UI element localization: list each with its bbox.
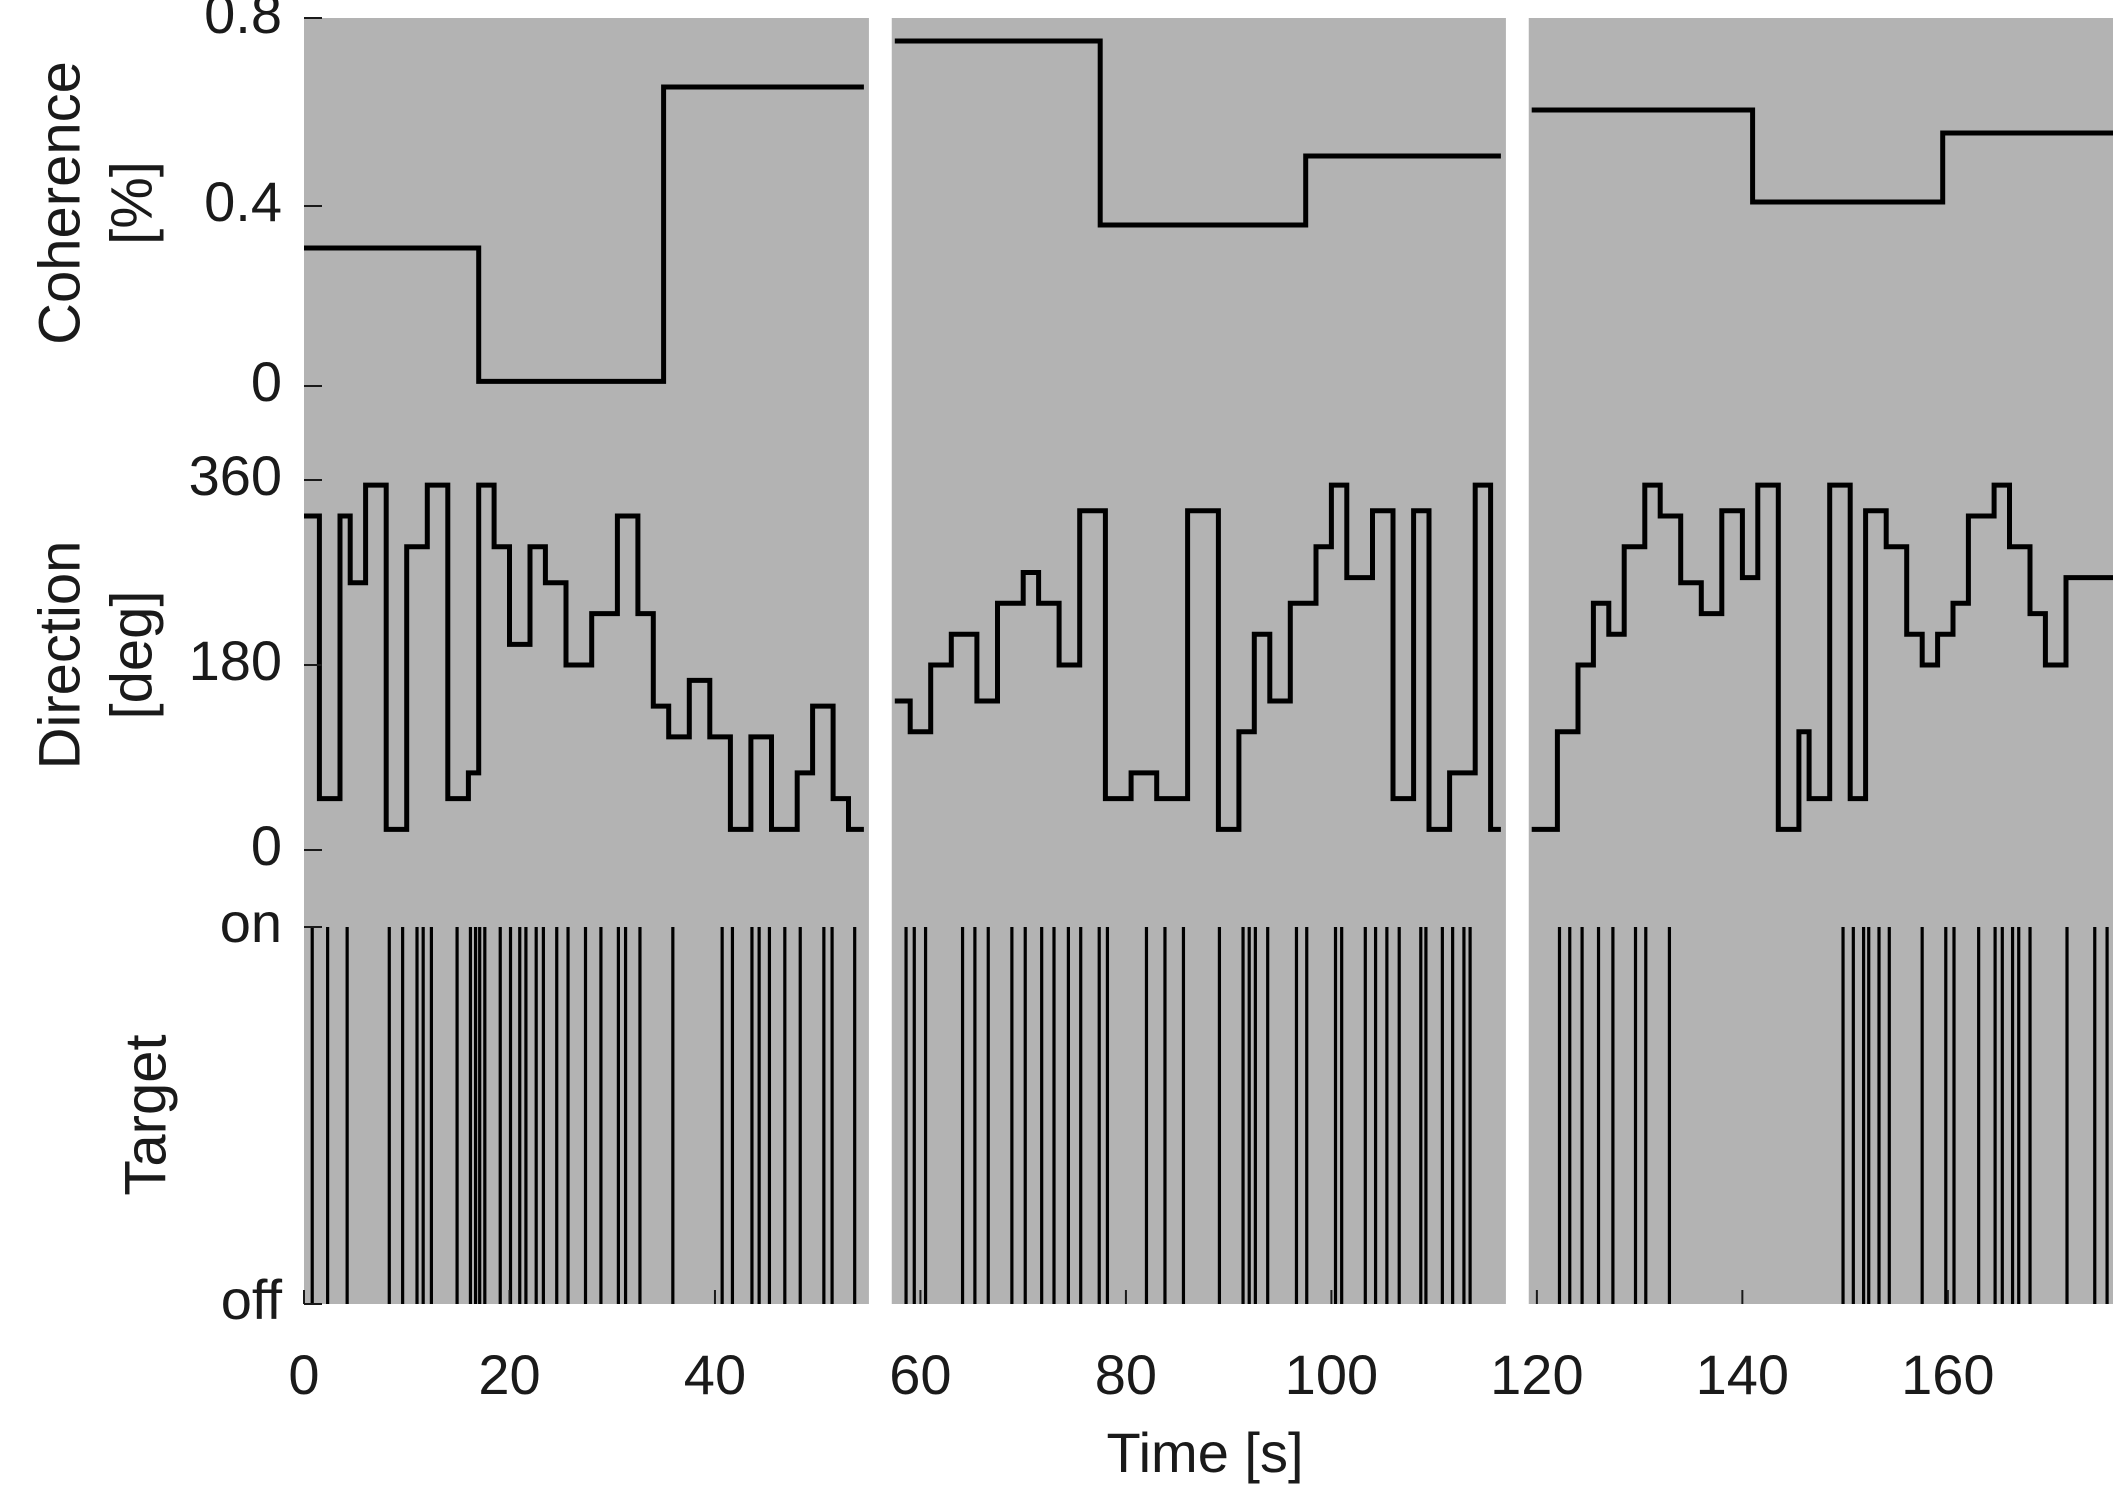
direction-series-block-3 <box>1531 482 2113 832</box>
coherence-series-block-2 <box>894 38 1501 228</box>
plot-background <box>304 18 2113 1304</box>
target-y-axis-title: Target <box>113 1034 178 1195</box>
coherence-series-block-1 <box>304 84 864 384</box>
axes-layer <box>303 17 1949 1305</box>
x-tick-label: 20 <box>478 1343 540 1406</box>
coherence-y-tick-label: 0.8 <box>204 0 282 45</box>
direction-y-tick-label: 0 <box>251 814 282 877</box>
direction-y-axis-title: [deg] <box>99 591 164 720</box>
coherence-series-block-3 <box>1531 107 2113 205</box>
gap-layer <box>868 16 1529 1306</box>
labels-layer: Time [s] 0 0.4 0.8 0 180 360 off on 0 20 40 60 80 100… <box>27 0 1994 1484</box>
direction-y-axis-title: Direction <box>27 541 92 770</box>
coherence-y-tick-label: 0 <box>251 350 282 413</box>
x-tick-label: 160 <box>1901 1343 1994 1406</box>
block-gap <box>1505 16 1529 1306</box>
x-tick-label: 40 <box>684 1343 746 1406</box>
target-y-tick-label: on <box>220 891 282 954</box>
coherence-y-tick-label: 0.4 <box>204 170 282 233</box>
x-tick-label: 120 <box>1490 1343 1583 1406</box>
x-tick-label: 0 <box>288 1343 319 1406</box>
coherence-y-axis-title: [%] <box>99 161 164 245</box>
x-tick-label: 60 <box>889 1343 951 1406</box>
x-tick-label: 100 <box>1285 1343 1378 1406</box>
x-tick-label: 140 <box>1696 1343 1789 1406</box>
target-y-tick-label: off <box>221 1268 283 1331</box>
direction-series-block-2 <box>894 482 1501 832</box>
direction-y-tick-label: 180 <box>189 629 282 692</box>
coherence-y-axis-title: Coherence <box>27 61 92 345</box>
direction-y-tick-label: 360 <box>189 444 282 507</box>
direction-series-block-1 <box>304 482 864 832</box>
data-layer <box>304 38 2113 1304</box>
x-tick-label: 80 <box>1095 1343 1157 1406</box>
background-layer <box>304 18 2113 1304</box>
block-gap <box>868 16 892 1306</box>
x-axis-title: Time [s] <box>1106 1421 1303 1484</box>
